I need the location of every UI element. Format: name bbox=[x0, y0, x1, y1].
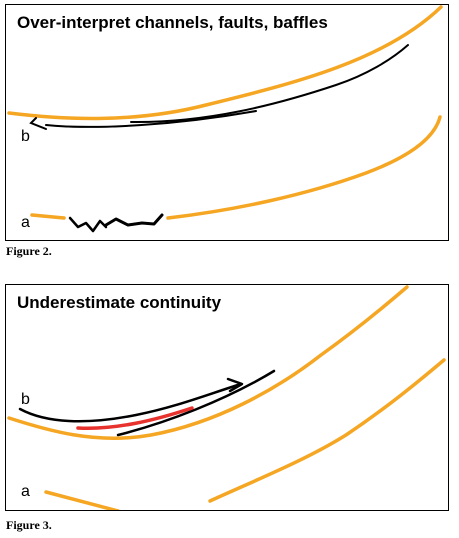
figure-3-diagram bbox=[7, 285, 446, 510]
interpretation-line-arrow bbox=[18, 382, 243, 423]
interpretation-line-long bbox=[116, 369, 276, 437]
figure-2-diagram bbox=[7, 5, 443, 233]
figure-3-caption: Figure 3. bbox=[6, 518, 52, 532]
figure-2-panel: Over-interpret channels, faults, baffles… bbox=[5, 4, 449, 241]
horizon-a-label: a bbox=[21, 214, 30, 231]
figure-3-title: Underestimate continuity bbox=[17, 293, 222, 312]
interpretation-line-lower bbox=[45, 110, 257, 128]
horizon-b-curve bbox=[7, 285, 409, 441]
horizon-a-segment-left bbox=[44, 490, 120, 510]
horizon-a-segment-left bbox=[30, 213, 66, 220]
red-interpretation-line bbox=[76, 406, 194, 431]
interpretation-line-upper bbox=[130, 44, 409, 124]
arrowhead bbox=[226, 377, 244, 393]
horizon-a-curve bbox=[208, 358, 446, 503]
horizon-b-label: b bbox=[21, 128, 30, 145]
interpretation-hook bbox=[29, 117, 47, 130]
figure-2-caption: Figure 2. bbox=[6, 244, 52, 258]
squiggle-left bbox=[68, 216, 108, 233]
figure-2-title: Over-interpret channels, faults, baffles bbox=[17, 13, 328, 32]
horizon-a-label: a bbox=[21, 483, 30, 500]
squiggle-right bbox=[104, 213, 164, 227]
horizon-b-label: b bbox=[21, 391, 30, 408]
horizon-a-curve bbox=[166, 115, 442, 220]
horizon-b-curve bbox=[7, 5, 443, 121]
figure-3-panel: Underestimate continuity b a bbox=[5, 284, 449, 511]
